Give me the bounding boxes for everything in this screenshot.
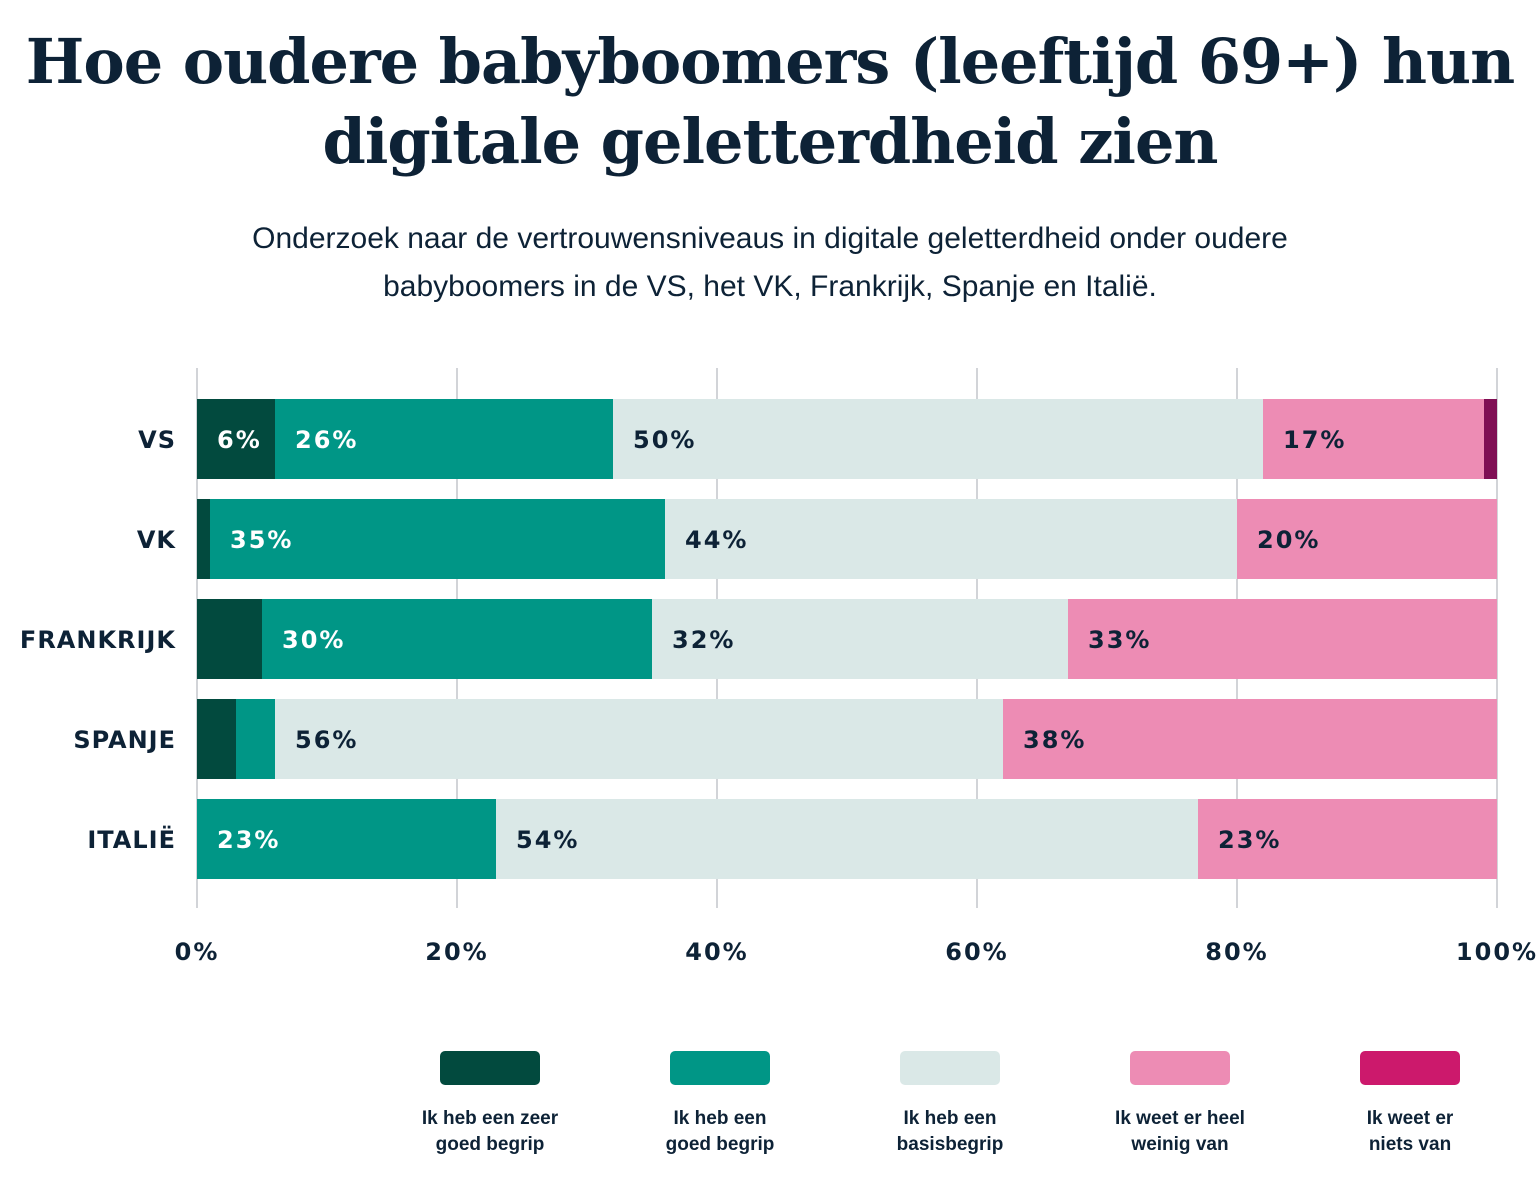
data-label: 32% [672, 626, 735, 654]
x-tick-label: 0% [175, 938, 220, 966]
data-label: 35% [230, 526, 293, 554]
data-label: 56% [295, 726, 358, 754]
legend-label: Ik heb een zeer goed begrip [421, 1108, 559, 1155]
data-label: 33% [1088, 626, 1151, 654]
data-label: 6% [217, 426, 262, 454]
bar-segment [197, 499, 210, 579]
x-tick-label: 100% [1456, 938, 1538, 966]
data-label: 26% [295, 426, 358, 454]
data-label: 38% [1023, 726, 1086, 754]
data-label: 44% [685, 526, 748, 554]
bar-segment [197, 799, 496, 879]
category-label: FRANKRIJK [20, 626, 176, 654]
category-label: ITALIË [87, 825, 176, 854]
category-label: VS [138, 426, 176, 454]
chart-title: Hoe oudere babyboomers (leeftijd 69+) hu… [25, 25, 1515, 178]
x-tick-label: 80% [1205, 938, 1268, 966]
category-label: SPANJE [73, 726, 176, 754]
bar-segment [275, 399, 613, 479]
x-tick-label: 20% [425, 938, 488, 966]
bar-segment [613, 399, 1263, 479]
bar-segment [236, 699, 275, 779]
data-label: 23% [217, 826, 280, 854]
bar-segment [1237, 499, 1497, 579]
legend-swatch [1360, 1051, 1460, 1085]
bar-segment [262, 599, 652, 679]
bar-segment [1068, 599, 1497, 679]
legend-label: Ik weet er niets van [1366, 1108, 1454, 1155]
data-label: 30% [282, 626, 345, 654]
category-label: VK [137, 526, 177, 554]
data-label: 54% [516, 826, 579, 854]
legend-label: Ik heb een basisbegrip [896, 1108, 1004, 1155]
legend-swatch [440, 1051, 540, 1085]
bar-segment [496, 799, 1198, 879]
x-tick-label: 60% [945, 938, 1008, 966]
data-label: 17% [1283, 426, 1346, 454]
legend-swatch [670, 1051, 770, 1085]
bar-segment [210, 499, 665, 579]
data-label: 50% [633, 426, 696, 454]
bar-segment [275, 699, 1003, 779]
bar-segment [1263, 399, 1484, 479]
legend-swatch [900, 1051, 1000, 1085]
chart-subtitle: Onderzoek naar de vertrouwensniveaus in … [252, 222, 1288, 303]
bar-segment [1198, 799, 1497, 879]
x-tick-label: 40% [685, 938, 748, 966]
data-label: 23% [1218, 826, 1281, 854]
bar-segment [1003, 699, 1497, 779]
bar-segment [197, 599, 262, 679]
bar-segment [197, 699, 236, 779]
data-label: 20% [1257, 526, 1320, 554]
bar-segment [665, 499, 1237, 579]
legend-swatch [1130, 1051, 1230, 1085]
legend-label: Ik weet er heel weinig van [1115, 1108, 1245, 1155]
bar-segment [197, 399, 275, 479]
bar-segment [1484, 399, 1497, 479]
legend-label: Ik heb een goed begrip [665, 1108, 775, 1155]
bar-segment [652, 599, 1068, 679]
